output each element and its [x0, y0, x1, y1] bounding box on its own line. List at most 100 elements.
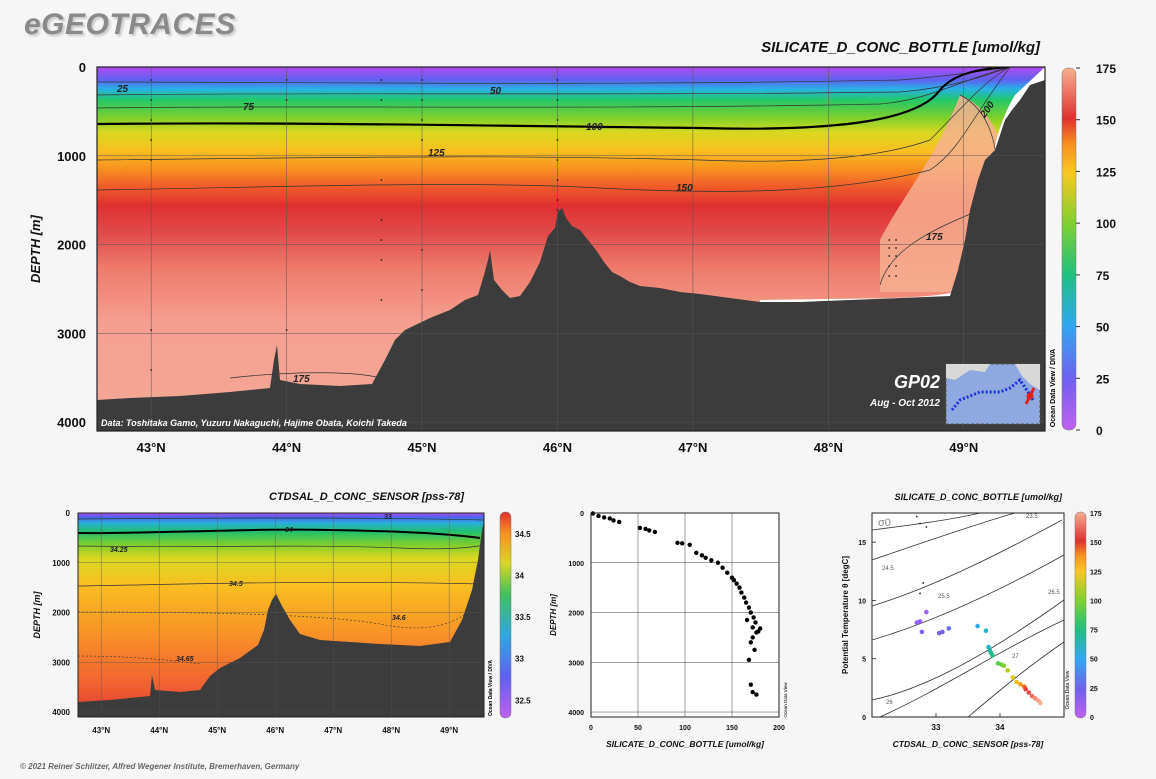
section-frame — [96, 66, 1046, 432]
profile-point — [751, 615, 756, 620]
colorbar-tick-label: 75 — [1090, 628, 1098, 635]
station-sample — [150, 139, 153, 141]
x-tick-label: 100 — [679, 725, 691, 732]
x-tick-label: 45°N — [408, 440, 437, 455]
profile-y-axis-label: DEPTH [m] — [549, 594, 558, 636]
isopycnal-label: 23.5 — [1026, 514, 1038, 520]
station-sample — [150, 369, 153, 371]
seafloor-bathymetry — [97, 80, 1045, 431]
x-tick-label: 45°N — [208, 726, 226, 735]
profile-point — [752, 647, 757, 653]
isopycnal-line — [967, 641, 1065, 718]
station-sample — [380, 99, 383, 101]
y-tick-label: 2000 — [568, 611, 584, 618]
ts-plot-area — [872, 513, 1064, 717]
ts-point — [990, 652, 995, 658]
station-sample — [421, 119, 423, 121]
section-y-ticks: 0 1000 2000 3000 4000 — [57, 60, 86, 430]
x-tick-label: 50 — [634, 725, 642, 732]
profile-point — [750, 635, 755, 640]
profile-y-ticks: 0 1000 2000 3000 4000 — [568, 511, 584, 717]
y-tick-label: 2000 — [52, 609, 70, 618]
colorbar-tick-label: 34.5 — [515, 530, 531, 539]
contour-label: 175 — [926, 232, 943, 243]
ts-point — [919, 629, 925, 635]
ts-x-ticks: 33 34 — [932, 713, 1005, 732]
ts-point — [1029, 693, 1035, 699]
inset-map-land — [946, 364, 990, 380]
y-tick-label: 1000 — [52, 559, 70, 568]
ts-y-ticks: 0 5 10 15 — [858, 540, 876, 722]
station-sample — [150, 99, 153, 101]
isopycnal-line — [871, 512, 981, 531]
colorbar-tick-label: 0 — [1090, 715, 1094, 722]
station-sample — [895, 239, 897, 241]
profile-point — [675, 540, 680, 546]
contour-line — [78, 544, 484, 550]
profile-point — [715, 560, 721, 565]
ts-point — [983, 628, 989, 634]
ts-point — [1038, 700, 1043, 706]
contour-label: 175 — [293, 374, 310, 385]
ts-point — [1018, 682, 1023, 687]
profile-point — [611, 518, 616, 523]
silicate-section-panel: SILICATE_D_CONC_BOTTLE [umol/kg] 25 50 — [28, 39, 1116, 455]
x-tick-label: 46°N — [543, 440, 572, 455]
contour-line — [78, 655, 201, 665]
profile-point — [699, 553, 705, 558]
station-sample — [150, 79, 153, 81]
station-sample — [556, 179, 559, 181]
contour-line — [97, 67, 1011, 109]
station-samples — [150, 79, 897, 371]
profile-point — [754, 692, 759, 697]
y-tick-label: 15 — [858, 540, 866, 547]
x-tick-label: 43°N — [137, 440, 166, 455]
isopycnal-label: 24.5 — [882, 566, 894, 572]
profile-point — [737, 585, 742, 590]
colorbar-tick-label: 100 — [1090, 598, 1102, 605]
silicate-colorbar — [1061, 67, 1077, 431]
contour-label: 50 — [490, 86, 502, 97]
colorbar-tick-label: 125 — [1096, 165, 1116, 179]
ts-point — [1001, 663, 1007, 669]
isopycnal-line — [871, 519, 1063, 607]
colorbar-tick-label: 25 — [1090, 686, 1098, 693]
station-sample — [888, 255, 891, 257]
colorbar-tick-label: 32.5 — [515, 696, 531, 705]
y-tick-label: 0 — [79, 60, 86, 75]
y-tick-label: 10 — [858, 598, 866, 605]
y-tick-label: 4000 — [52, 708, 70, 717]
profile-point — [709, 558, 714, 563]
y-tick-label: 3000 — [568, 660, 584, 667]
colorbar-tick-label: 50 — [1090, 657, 1098, 664]
colorbar-credit: Ocean Data View — [1065, 670, 1071, 709]
station-sample — [150, 119, 153, 121]
station-sample — [556, 119, 559, 121]
ts-point — [925, 526, 928, 528]
colorbar-tick-label: 175 — [1096, 62, 1116, 76]
ts-points — [914, 515, 1043, 706]
x-tick-label: 47°N — [678, 440, 707, 455]
profile-point — [607, 516, 612, 521]
inset-cruise-track — [950, 377, 1035, 411]
x-tick-label: 44°N — [272, 440, 301, 455]
salinity-section-title: CTDSAL_D_CONC_SENSOR [pss-78] — [269, 491, 464, 503]
station-sample — [421, 99, 423, 101]
profile-point — [647, 528, 652, 533]
station-sample — [888, 265, 891, 267]
y-tick-label: 0 — [66, 509, 71, 518]
contour-label: 33 — [384, 514, 392, 521]
copyright-footer: © 2021 Reiner Schlitzer, Alfred Wegener … — [20, 762, 300, 771]
profile-point — [694, 550, 699, 556]
colorbar-tick-label: 33.5 — [515, 613, 531, 622]
profile-point — [744, 617, 750, 623]
ts-point — [1023, 686, 1028, 692]
colorbar-tick-label: 33 — [515, 655, 524, 664]
ts-y-axis-label: Potential Temperature θ [degC] — [841, 556, 850, 674]
colorbar-tick-label: 125 — [1090, 569, 1102, 576]
ts-colorbar-ticks: 0 25 50 75 100 125 150 175 — [1090, 511, 1102, 722]
station-sample — [380, 179, 383, 181]
contour-line — [97, 67, 1011, 192]
data-credit: Data: Toshitaka Gamo, Yuzuru Nakaguchi, … — [101, 418, 407, 428]
x-tick-label: 33 — [932, 723, 941, 732]
